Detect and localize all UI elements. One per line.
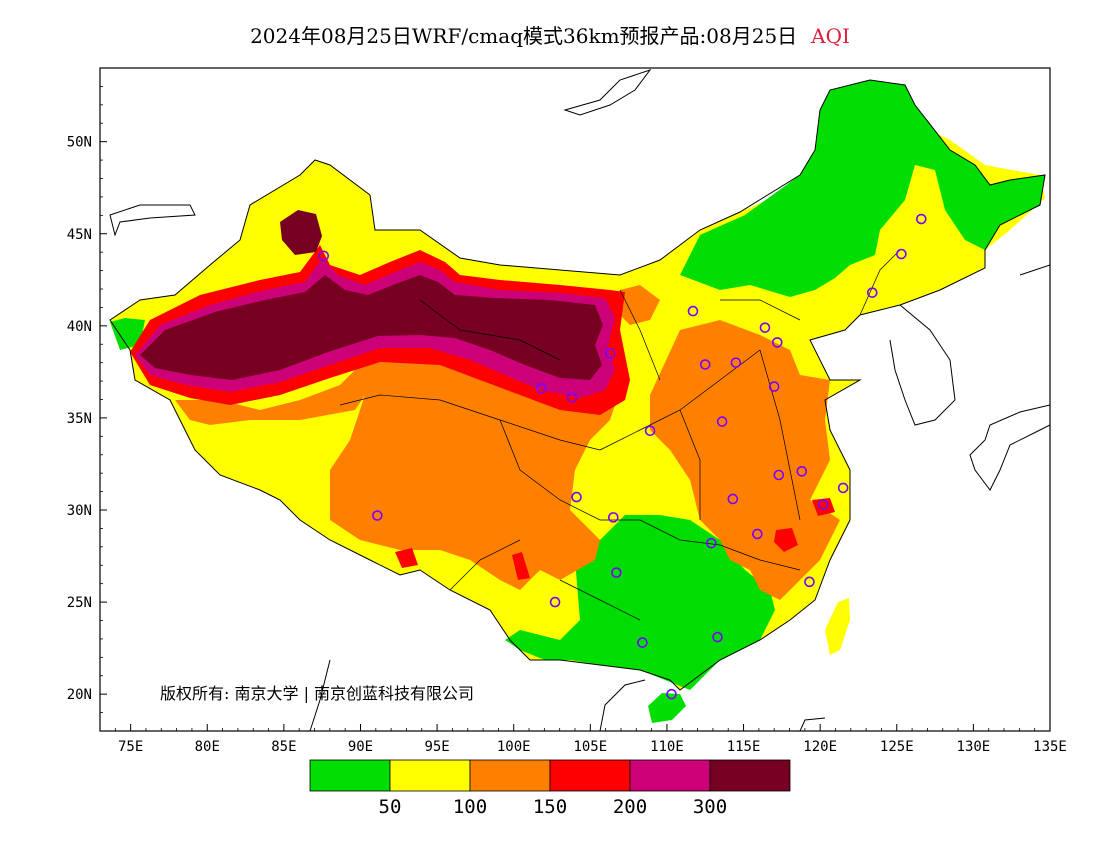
- station-marker: [687, 305, 699, 317]
- coastline-north: [563, 69, 652, 116]
- coastline-korea: [889, 304, 956, 426]
- map-area: [109, 69, 1050, 731]
- aqi-zone-orange-west: [175, 360, 372, 425]
- station-marker: [666, 688, 677, 700]
- station-marker: [571, 491, 582, 503]
- coastline-sakhalin: [1019, 264, 1050, 276]
- legend-swatch: [469, 759, 551, 792]
- legend-swatch: [709, 759, 791, 792]
- station-marker: [699, 359, 711, 370]
- copyright-text: 版权所有: 南京大学 | 南京创蓝科技有限公司: [160, 684, 475, 703]
- legend-swatch: [389, 759, 471, 792]
- legend-label: 150: [533, 796, 567, 818]
- station-marker: [727, 493, 739, 505]
- station-marker: [771, 337, 783, 348]
- aqi-zone-green-northeast: [680, 80, 1045, 297]
- x-tick-label: 115E: [727, 739, 761, 755]
- title-text: 2024年08月25日WRF/cmaq模式36km预报产品:08月25日: [250, 24, 798, 48]
- station-marker: [637, 637, 648, 648]
- province-boundaries: [339, 249, 901, 621]
- station-marker: [896, 248, 907, 260]
- map-title: 2024年08月25日WRF/cmaq模式36km预报产品:08月25日 AQI: [0, 20, 1100, 49]
- station-marker: [768, 381, 780, 392]
- legend-swatch: [549, 759, 631, 792]
- station-markers: [318, 213, 927, 700]
- x-tick-label: 135E: [1033, 739, 1067, 755]
- station-marker: [796, 466, 808, 477]
- aqi-zone-green-south: [505, 515, 775, 690]
- aqi-zone-green-hainan: [648, 693, 686, 723]
- aqi-hotspot-red-3: [395, 548, 418, 568]
- legend-label: 300: [693, 796, 727, 818]
- station-marker: [759, 322, 771, 333]
- station-marker: [604, 348, 616, 359]
- y-tick-label: 50N: [67, 135, 92, 151]
- x-tick-label: 130E: [957, 739, 991, 755]
- aqi-zone-orange-north: [615, 285, 660, 325]
- x-tick-label: 80E: [195, 739, 220, 755]
- y-tick-label: 30N: [67, 503, 92, 519]
- x-tick-label: 75E: [118, 739, 143, 755]
- legend-swatch: [629, 759, 711, 792]
- station-marker: [712, 631, 723, 643]
- x-tick-label: 100E: [497, 739, 531, 755]
- station-marker: [318, 250, 330, 262]
- y-tick-label: 25N: [67, 595, 92, 611]
- aqi-zone-maroon: [140, 275, 603, 380]
- station-marker: [644, 425, 656, 437]
- station-marker: [915, 213, 927, 225]
- station-marker: [817, 499, 829, 510]
- legend-swatch: [309, 759, 391, 792]
- station-marker: [372, 510, 383, 521]
- legend-label: 200: [613, 796, 647, 818]
- legend-label: 100: [453, 796, 487, 818]
- station-marker: [773, 469, 785, 481]
- y-tick-label: 45N: [67, 227, 92, 243]
- station-marker: [866, 287, 878, 298]
- station-marker: [549, 596, 561, 608]
- x-tick-label: 95E: [424, 739, 449, 755]
- aqi-hotspot-red-2: [812, 498, 835, 516]
- station-marker: [611, 567, 622, 578]
- station-marker: [535, 383, 547, 394]
- x-tick-label: 125E: [880, 739, 914, 755]
- coastline-japan: [969, 404, 1050, 491]
- station-marker: [837, 482, 849, 494]
- y-axis: 50N 45N 40N 35N 30N 25N 20N: [67, 67, 107, 732]
- station-marker: [716, 416, 728, 427]
- x-tick-label: 90E: [348, 739, 373, 755]
- station-marker: [804, 576, 815, 588]
- x-tick-label: 85E: [271, 739, 296, 755]
- station-marker: [608, 512, 619, 523]
- legend-label: 50: [379, 796, 402, 818]
- x-axis: 75E 80E 85E 90E 95E 100E 105E 110E 115E 120E 125E 1…: [99, 724, 1067, 755]
- y-tick-label: 20N: [67, 687, 92, 703]
- station-marker: [566, 392, 578, 403]
- aqi-zone-taiwan: [825, 598, 850, 655]
- station-marker: [752, 528, 763, 540]
- station-marker: [706, 537, 717, 549]
- x-tick-label: 120E: [803, 739, 837, 755]
- y-tick-label: 35N: [67, 411, 92, 427]
- x-tick-label: 110E: [650, 739, 684, 755]
- aqi-zone-maroon-hotspot: [280, 210, 322, 255]
- coastline-caspian: [109, 204, 196, 237]
- aqi-hotspot-red-4: [512, 552, 530, 580]
- aqi-hotspot-red-1: [774, 528, 798, 552]
- x-tick-label: 105E: [573, 739, 607, 755]
- station-marker: [730, 357, 742, 368]
- y-tick-label: 40N: [67, 319, 92, 335]
- china-border: [109, 79, 1046, 691]
- title-tag: AQI: [811, 24, 850, 48]
- legend: 50 100 150 200 300: [309, 759, 791, 818]
- coastline-indochina: [309, 659, 826, 731]
